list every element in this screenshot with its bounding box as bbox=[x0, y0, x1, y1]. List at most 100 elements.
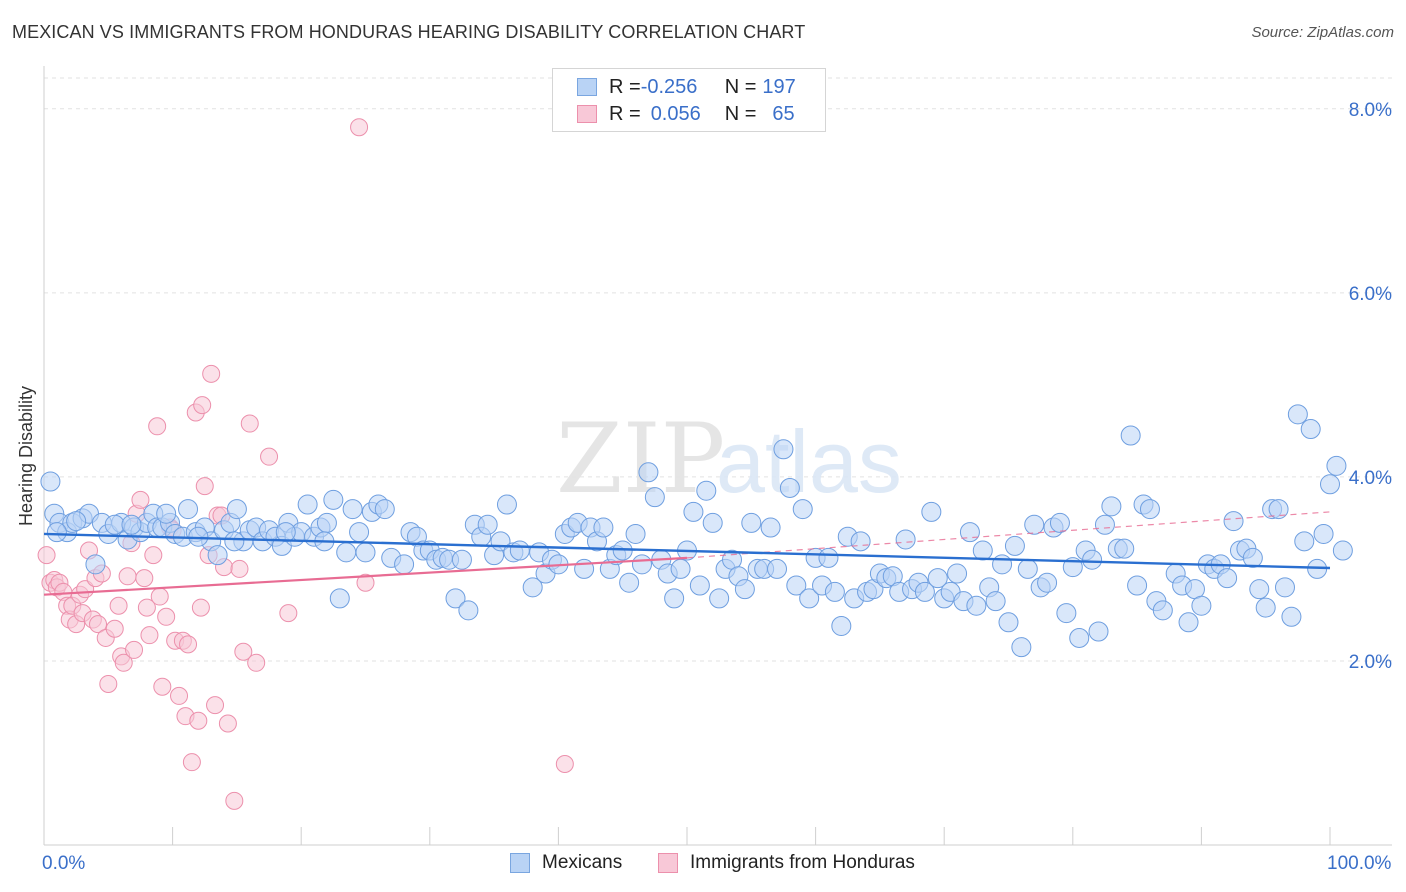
x-axis-min-label: 0.0% bbox=[42, 853, 86, 874]
honduras-point bbox=[89, 615, 108, 634]
mexicans-point bbox=[1139, 499, 1160, 520]
mexicans-point bbox=[1326, 455, 1347, 476]
honduras-point bbox=[234, 642, 253, 661]
honduras-point bbox=[170, 686, 189, 705]
axes bbox=[43, 66, 1392, 846]
honduras-point bbox=[260, 447, 279, 466]
mexicans-trend-line bbox=[43, 532, 1331, 570]
mexicans-point bbox=[998, 612, 1019, 633]
mexicans-point bbox=[1191, 595, 1212, 616]
mexicans-point bbox=[329, 588, 350, 609]
mexicans-point bbox=[104, 514, 125, 535]
mexicans-point bbox=[1274, 577, 1295, 598]
mexicans-point bbox=[992, 554, 1013, 575]
mexicans-point bbox=[824, 581, 845, 602]
mexicans-point bbox=[786, 575, 807, 596]
mexicans-point bbox=[773, 439, 794, 460]
mexicans-point bbox=[1255, 597, 1276, 618]
honduras-point bbox=[240, 414, 259, 433]
mexicans-point bbox=[1178, 612, 1199, 633]
mexicans-point bbox=[349, 522, 370, 543]
x-axis-max-label: 100.0% bbox=[1327, 853, 1392, 874]
mexicans-point bbox=[927, 568, 948, 589]
honduras-trend-extension bbox=[686, 511, 1331, 559]
mexicans-point bbox=[1094, 514, 1115, 535]
mexicans-point bbox=[1287, 404, 1308, 425]
mexicans-series bbox=[40, 404, 1353, 658]
legend-row-mexicans: R = -0.256 N = 197 bbox=[577, 75, 796, 99]
mexicans-point bbox=[496, 494, 517, 515]
mexicans-point bbox=[1049, 512, 1070, 533]
mexicans-point bbox=[831, 615, 852, 636]
legend-row-honduras: R = 0.056 N = 65 bbox=[577, 102, 795, 126]
mexicans-point bbox=[1281, 606, 1302, 627]
mexicans-point bbox=[1320, 474, 1340, 495]
mexicans-point bbox=[458, 600, 479, 621]
honduras-point bbox=[206, 696, 225, 715]
mexicans-point bbox=[638, 462, 659, 483]
legend-n-value: 197 bbox=[762, 75, 796, 98]
honduras-point bbox=[191, 598, 210, 617]
mexicans-point bbox=[121, 514, 142, 535]
mexicans-point bbox=[336, 542, 357, 563]
honduras-point bbox=[99, 674, 118, 693]
mexicans-point bbox=[355, 542, 376, 563]
honduras-point bbox=[189, 711, 208, 730]
mexicans-point bbox=[689, 575, 710, 596]
mexicans-point bbox=[1024, 514, 1045, 535]
honduras-point bbox=[195, 477, 214, 496]
mexicans-point bbox=[1217, 568, 1238, 589]
mexicans-point bbox=[323, 489, 344, 510]
mexicans-point bbox=[683, 501, 704, 522]
mexicans-point bbox=[1120, 425, 1141, 446]
honduras-point bbox=[179, 635, 198, 654]
mexicans-point bbox=[985, 591, 1006, 612]
mexicans-point bbox=[709, 588, 730, 609]
legend-item-honduras[interactable]: Immigrants from Honduras bbox=[658, 852, 915, 874]
honduras-point bbox=[109, 596, 128, 615]
mexicans-point bbox=[1017, 558, 1038, 579]
mexicans-point bbox=[792, 499, 813, 520]
mexicans-point bbox=[1249, 579, 1270, 600]
y-axis-label: Hearing Disability bbox=[16, 385, 36, 527]
mexicans-point bbox=[702, 512, 723, 533]
honduras-point bbox=[225, 791, 244, 810]
legend-n-label: N = bbox=[724, 102, 757, 125]
mexicans-point bbox=[625, 523, 646, 544]
chart-title: MEXICAN VS IMMIGRANTS FROM HONDURAS HEAR… bbox=[12, 22, 806, 42]
mexicans-point bbox=[1069, 627, 1090, 648]
mexicans-point bbox=[1082, 549, 1103, 570]
mexicans-point bbox=[1268, 499, 1289, 520]
y-tick-label: 8.0% bbox=[1349, 100, 1392, 121]
mexicans-point bbox=[664, 588, 685, 609]
source-label: Source: ZipAtlas.com bbox=[1251, 24, 1394, 41]
mexicans-point bbox=[1056, 603, 1077, 624]
mexicans-point bbox=[178, 499, 199, 520]
mexicans-point bbox=[734, 579, 755, 600]
mexicans-point bbox=[297, 494, 318, 515]
honduras-point bbox=[140, 626, 159, 645]
mexicans-point bbox=[1242, 547, 1263, 568]
mexicans-point bbox=[670, 558, 691, 579]
mexicans-point bbox=[972, 540, 993, 561]
honduras-point bbox=[279, 604, 298, 623]
mexicans-point bbox=[1223, 511, 1244, 532]
mexicans-point bbox=[226, 499, 247, 520]
legend-swatch-mexicans bbox=[510, 853, 530, 873]
honduras-point bbox=[137, 598, 156, 617]
legend-r-value: -0.256 bbox=[640, 75, 698, 98]
mexicans-point bbox=[914, 581, 935, 602]
legend-swatch-honduras bbox=[577, 105, 597, 123]
legend-item-mexicans[interactable]: Mexicans bbox=[510, 852, 622, 874]
mexicans-point bbox=[1011, 637, 1032, 658]
mexicans-point bbox=[156, 503, 177, 524]
mexicans-point bbox=[1004, 535, 1025, 556]
mexicans-point bbox=[631, 554, 652, 575]
honduras-point bbox=[230, 559, 249, 578]
legend-r-label: R = bbox=[609, 102, 641, 125]
honduras-point bbox=[218, 714, 237, 733]
mexicans-point bbox=[207, 545, 228, 566]
mexicans-point bbox=[1114, 538, 1135, 559]
legend-swatch-mexicans bbox=[577, 78, 597, 96]
honduras-point bbox=[153, 677, 172, 696]
